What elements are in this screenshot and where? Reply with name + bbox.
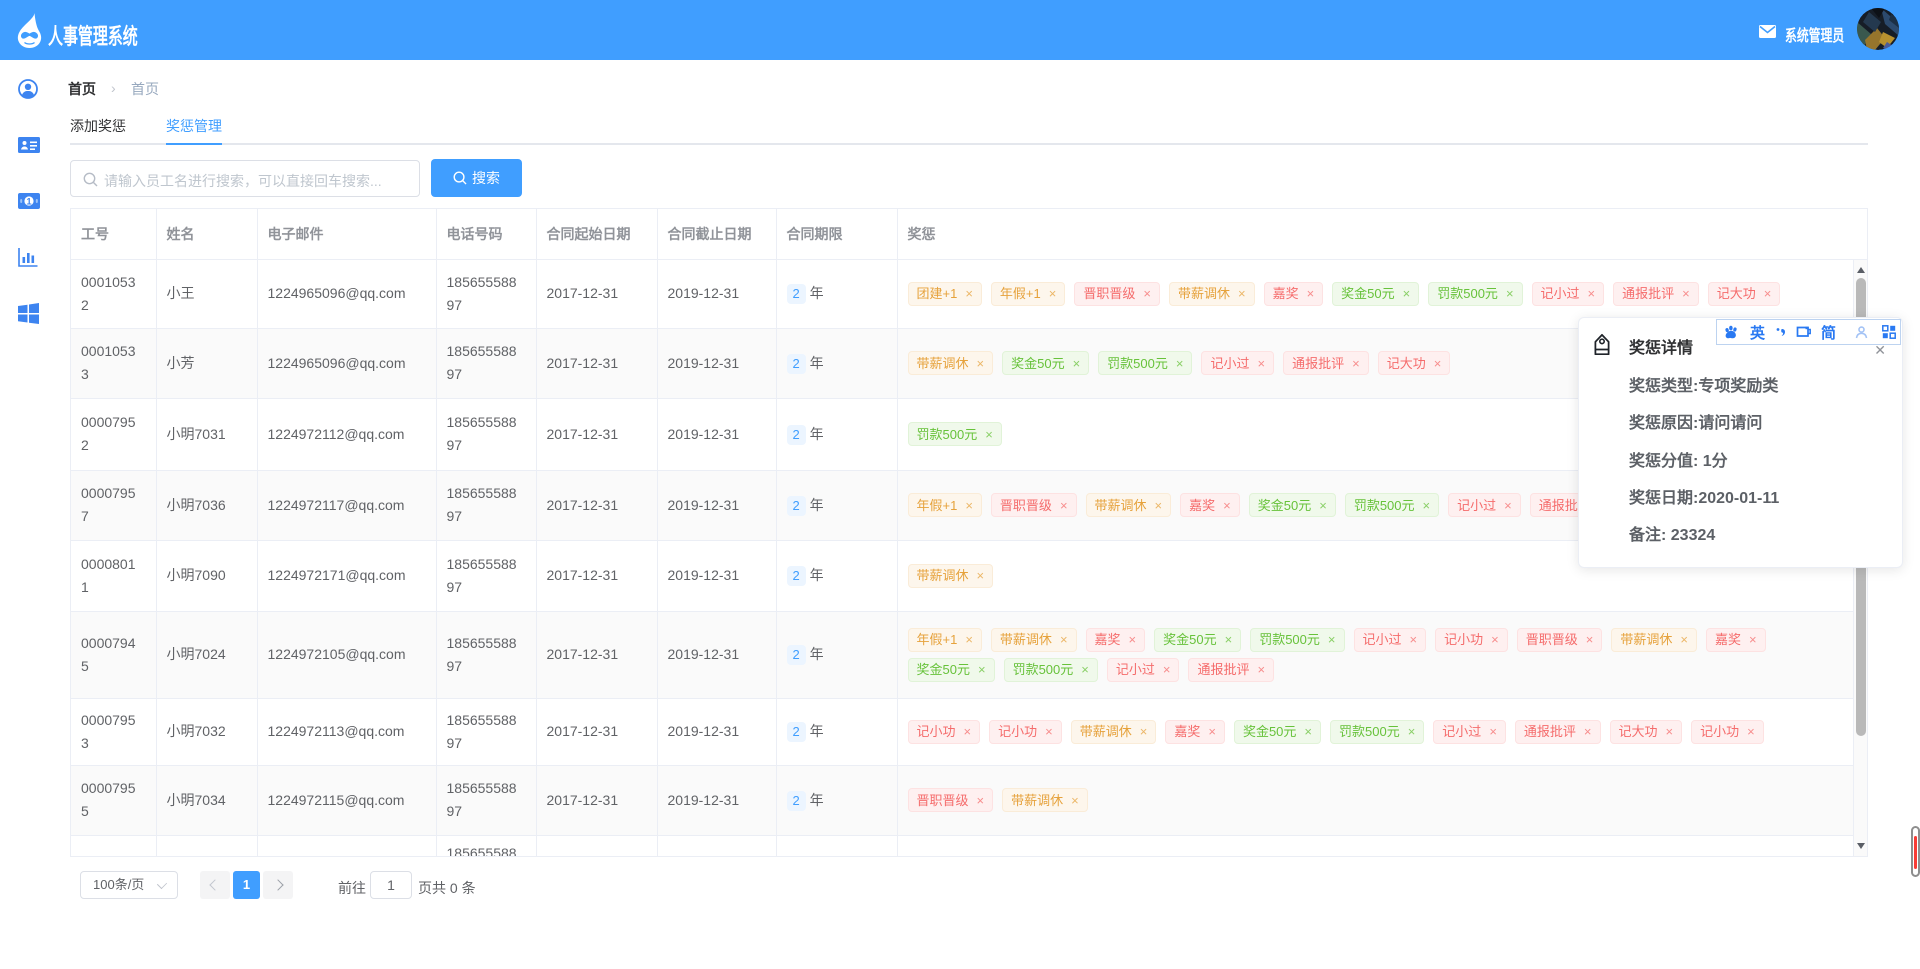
svg-text:1: 1	[26, 196, 31, 206]
